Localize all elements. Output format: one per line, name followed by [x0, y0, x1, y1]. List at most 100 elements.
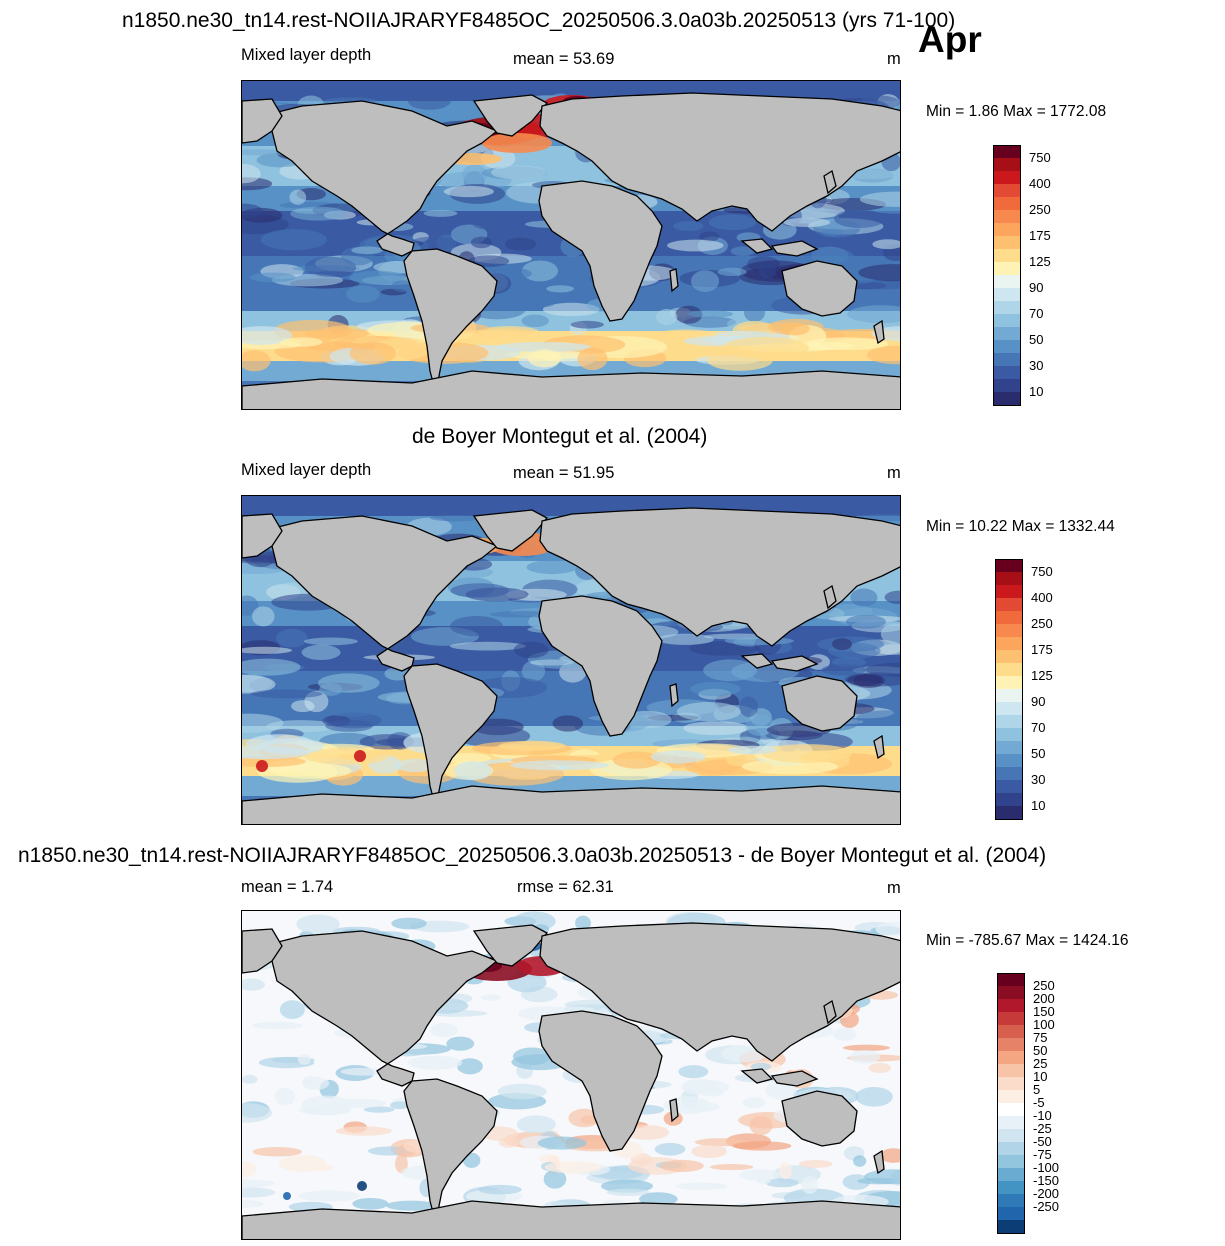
landmass	[823, 999, 837, 1025]
colorbar-label: 50	[1029, 332, 1044, 347]
panel1-minmax: Min = 1.86 Max = 1772.08	[926, 103, 1107, 120]
mld-blob	[521, 314, 549, 328]
landmass	[781, 675, 858, 732]
mld-blob	[859, 191, 900, 207]
colorbar-label: 10	[1029, 384, 1044, 399]
mld-hotspot	[354, 750, 366, 762]
landmass	[740, 238, 774, 254]
diff-blob	[363, 1106, 395, 1113]
colorbar-swatch	[997, 1103, 1025, 1117]
mld-blob	[833, 209, 886, 228]
colorbar-label: 70	[1029, 306, 1044, 321]
colorbar-label: 400	[1029, 176, 1051, 191]
diff-blob	[749, 1115, 773, 1136]
landmass	[260, 515, 499, 672]
mld-blob	[708, 214, 757, 231]
mld-blob	[407, 92, 451, 110]
colorbar-label: 50	[1033, 1043, 1048, 1058]
diff-blob	[457, 1058, 483, 1075]
diff-blob	[274, 1087, 295, 1106]
diff-blob	[654, 1142, 686, 1156]
panel3-colorbar: 250 200 150 100 75 50 25 10 5 -5 -10 -25 -50 -75 -100-…	[997, 973, 1087, 1234]
panel2-mean-label: mean = 51.95	[513, 464, 615, 482]
panel1-variable-label: Mixed layer depth	[241, 46, 372, 64]
colorbar-swatch	[997, 1038, 1025, 1052]
panel2-colorbar: 750 400 250 175 125 90 70 50 30 10	[995, 559, 1085, 820]
colorbar-label: -75	[1033, 1147, 1052, 1162]
mld-blob	[779, 322, 810, 336]
mld-blob	[690, 270, 720, 292]
diff-blob	[302, 1075, 317, 1087]
diff-blob	[242, 1161, 257, 1178]
mld-blob	[858, 264, 900, 282]
colorbar-label: 10	[1033, 1069, 1048, 1084]
mld-blob	[242, 674, 276, 694]
mld-blob	[408, 236, 458, 251]
mld-blob	[847, 305, 900, 324]
colorbar-label: 90	[1031, 694, 1046, 709]
diff-blob	[242, 1074, 258, 1084]
panel1-title: n1850.ne30_tn14.rest-NOIIAJRARYF8485OC_2…	[122, 9, 956, 32]
mld-blob	[304, 747, 389, 765]
landmass	[260, 930, 499, 1087]
colorbar-swatch	[995, 559, 1023, 573]
diff-blob	[853, 1155, 867, 1167]
mld-blob	[242, 713, 284, 733]
landmass	[770, 655, 819, 672]
colorbar-swatch	[993, 275, 1021, 289]
mld-blob	[276, 628, 308, 648]
mld-blob	[429, 514, 483, 522]
panel2-variable-label: Mixed layer depth	[241, 461, 372, 479]
diff-blob	[868, 1062, 892, 1074]
colorbar-label: 250	[1033, 978, 1055, 993]
diff-blob	[765, 1178, 799, 1188]
mld-blob	[730, 246, 755, 256]
landmass	[260, 100, 499, 257]
diff-blob	[478, 1184, 522, 1195]
diff-blob	[694, 1138, 748, 1147]
diff-blob	[340, 1067, 389, 1076]
colorbar-swatch	[997, 1142, 1025, 1156]
landmass	[242, 513, 283, 559]
colorbar-label: 150	[1033, 1004, 1055, 1019]
panel1-map-svg	[242, 81, 900, 409]
landmass	[669, 268, 679, 293]
mld-blob	[546, 285, 574, 293]
landmass	[472, 924, 549, 967]
colorbar-swatch	[993, 379, 1021, 393]
landmass	[770, 240, 819, 257]
mld-blob	[423, 209, 458, 217]
colorbar-swatch	[997, 1194, 1025, 1208]
mld-blob	[542, 302, 600, 317]
colorbar-label: -100	[1033, 1160, 1060, 1175]
landmass	[242, 1200, 900, 1239]
diff-blob	[855, 1086, 893, 1107]
colorbar-swatch	[995, 767, 1023, 781]
diff-blob	[480, 994, 501, 1002]
mld-blob	[498, 740, 566, 751]
colorbar-label: 125	[1031, 668, 1053, 683]
mld-blob	[872, 239, 900, 250]
mld-hotspot	[482, 133, 552, 153]
mld-blob	[319, 683, 343, 696]
diff-blob	[446, 1036, 475, 1051]
mld-blob	[856, 710, 900, 726]
diff-blob	[880, 1148, 900, 1163]
colorbar-swatch	[993, 262, 1021, 276]
panel3-map	[241, 910, 901, 1240]
colorbar-swatch	[995, 624, 1023, 638]
mld-blob	[242, 646, 293, 654]
colorbar-label: 750	[1031, 564, 1053, 579]
diff-blob	[732, 1141, 792, 1151]
mld-blob	[325, 719, 373, 732]
landmass	[472, 94, 549, 137]
diff-blob	[297, 1053, 312, 1065]
mld-blob	[521, 660, 546, 682]
landmass	[538, 1010, 663, 1152]
colorbar-swatch	[995, 637, 1023, 651]
mld-blob	[249, 272, 296, 283]
colorbar-label: -25	[1033, 1121, 1052, 1136]
mld-blob	[242, 350, 271, 372]
mld-blob	[727, 745, 777, 755]
colorbar-label: 5	[1033, 1082, 1041, 1097]
